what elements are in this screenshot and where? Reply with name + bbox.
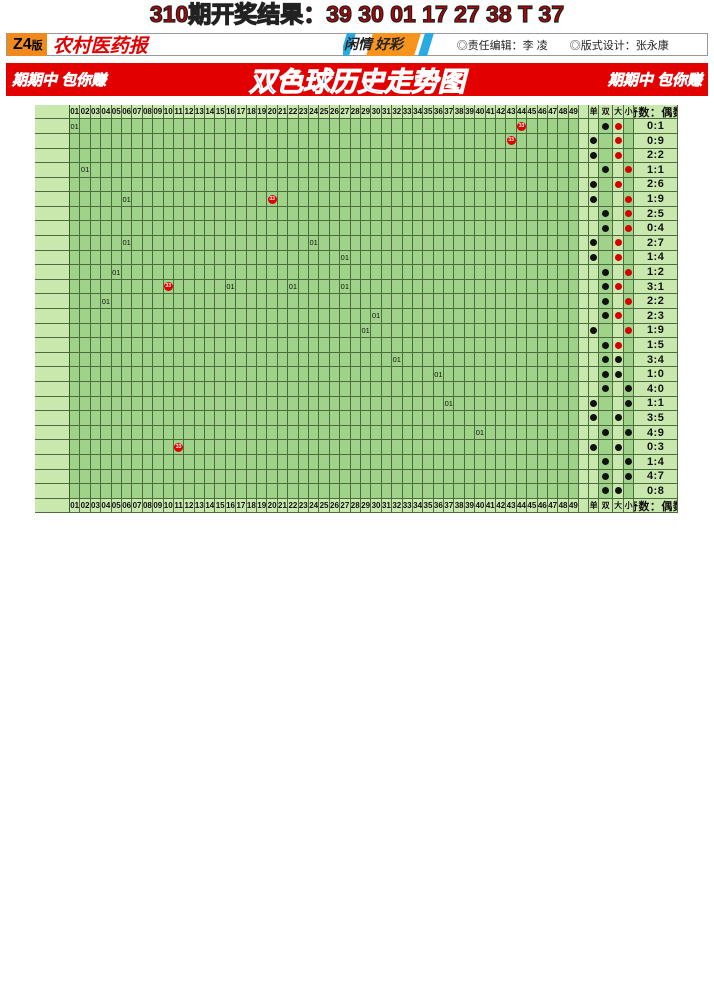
svg-text:闲情: 闲情: [344, 36, 375, 52]
svg-text:好彩: 好彩: [374, 36, 406, 52]
